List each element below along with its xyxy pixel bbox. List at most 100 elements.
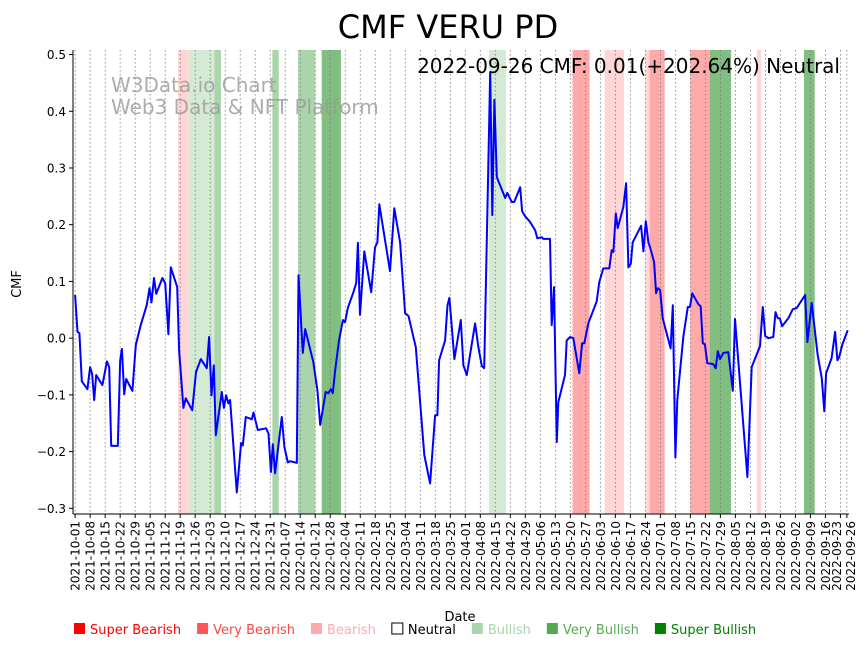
x-tick-label: 2021-11-12: [159, 521, 173, 591]
y-tick-label: 0.1: [47, 275, 66, 289]
x-tick-label: 2022-04-22: [504, 521, 518, 591]
x-tick-label: 2022-04-15: [489, 521, 503, 591]
legend-label: Super Bullish: [671, 623, 756, 638]
legend-item-bullish: Bullish: [471, 623, 531, 638]
legend-label: Very Bearish: [213, 623, 295, 638]
x-tick-label: 2022-06-03: [594, 521, 608, 591]
x-axis-label: Date: [444, 610, 475, 625]
legend-item-very-bullish: Very Bullish: [546, 623, 639, 638]
x-tick-label: 2022-03-25: [444, 521, 458, 591]
legend-item-super-bullish: Super Bullish: [654, 623, 756, 638]
band-bearish: [178, 50, 189, 514]
legend-label: Super Bearish: [90, 623, 181, 638]
x-tick-label: 2022-08-05: [729, 521, 743, 591]
x-tick-label: 2022-01-21: [309, 521, 323, 591]
x-tick-label: 2021-11-19: [174, 521, 188, 591]
x-tick-label: 2021-12-03: [204, 521, 218, 591]
x-tick-label: 2021-10-29: [129, 521, 143, 591]
legend-swatch: [471, 623, 483, 634]
x-tick-label: 2021-12-24: [249, 521, 263, 591]
x-tick-label: 2022-01-14: [294, 521, 308, 591]
x-tick-label: 2022-03-11: [414, 521, 428, 591]
legend-item-very-bearish: Very Bearish: [197, 623, 295, 638]
legend-swatch: [197, 623, 209, 634]
band-bearish: [756, 50, 762, 514]
legend-swatch: [654, 623, 666, 634]
x-tick-label: 2022-08-19: [759, 521, 773, 591]
legend-item-super-bearish: Super Bearish: [74, 623, 181, 638]
legend-swatch: [546, 623, 558, 634]
x-tick-label: 2022-03-18: [429, 521, 443, 591]
legend-item-neutral: Neutral: [391, 622, 456, 638]
x-tick-label: 2021-12-10: [219, 521, 233, 591]
legend-label: Bearish: [327, 623, 376, 638]
x-tick-label: 2022-07-15: [684, 521, 698, 591]
y-tick-label: −0.1: [37, 388, 66, 402]
x-tick-label: 2022-07-08: [669, 521, 683, 591]
x-tick-label: 2022-02-18: [369, 521, 383, 591]
y-axis-ticks: −0.3 −0.2 −0.1 0.0 0.1 0.2 0.3 0.4 0.5: [37, 48, 73, 516]
legend-swatch: [391, 622, 404, 635]
x-tick-label: 2022-09-02: [789, 521, 803, 591]
legend-label: Neutral: [408, 623, 456, 638]
y-tick-label: 0.5: [47, 48, 66, 62]
signal-bands: [178, 50, 815, 514]
band-very-bullish: [272, 50, 279, 514]
band-super-bullish: [803, 50, 815, 514]
y-tick-label: −0.3: [37, 502, 66, 516]
x-tick-label: 2022-09-23: [830, 521, 844, 591]
x-tick-label: 2022-04-08: [474, 521, 488, 591]
y-tick-label: −0.2: [37, 445, 66, 459]
x-tick-label: 2022-05-20: [564, 521, 578, 591]
x-tick-label: 2022-02-11: [354, 521, 368, 591]
band-bearish: [604, 50, 624, 514]
x-tick-label: 2022-02-04: [339, 521, 353, 591]
x-axis-ticks: 2021-10-01 2021-10-08 2021-10-15 2021-10-22…: [69, 514, 858, 591]
watermark-line-2: Web3 Data & NFT Platform: [111, 95, 379, 119]
x-tick-label: 2021-11-26: [189, 521, 203, 591]
x-tick-label: 2022-06-17: [624, 521, 638, 591]
x-tick-label: 2021-12-17: [234, 521, 248, 591]
x-tick-label: 2021-10-08: [84, 521, 98, 591]
x-tick-label: 2022-08-26: [774, 521, 788, 591]
legend-swatch: [310, 623, 322, 634]
band-bullish: [188, 50, 215, 514]
x-tick-label: 2022-03-04: [399, 521, 413, 591]
band-very-bearish: [690, 50, 710, 514]
legend: Super Bearish Very Bearish Bearish Neutral B…: [74, 622, 756, 638]
x-tick-label: 2022-01-07: [279, 521, 293, 591]
legend-label: Very Bullish: [563, 623, 639, 638]
cmf-series-line: [74, 71, 849, 494]
watermark-line-1: W3Data.io Chart: [111, 73, 277, 97]
band-bearish: [645, 50, 650, 514]
legend-swatch: [74, 623, 85, 634]
x-tick-label: 2022-07-01: [654, 521, 668, 591]
x-tick-label: 2022-04-29: [519, 521, 533, 591]
x-tick-label: 2022-09-09: [804, 521, 818, 591]
x-tick-label: 2022-07-22: [699, 521, 713, 591]
x-tick-label: 2022-09-16: [819, 521, 833, 591]
x-tick-label: 2021-11-05: [144, 521, 158, 591]
y-axis-label: CMF: [10, 270, 25, 298]
x-tick-label: 2022-05-13: [549, 521, 563, 591]
chart-title: CMF VERU PD: [338, 8, 558, 46]
band-very-bullish: [298, 50, 316, 514]
band-very-bearish: [649, 50, 665, 514]
y-tick-label: 0.3: [47, 161, 66, 175]
x-tick-label: 2022-02-25: [384, 521, 398, 591]
x-tick-label: 2022-08-12: [744, 521, 758, 591]
latest-value-annotation: 2022-09-26 CMF: 0.01(+202.64%) Neutral: [417, 54, 840, 78]
axes: [72, 50, 849, 515]
band-very-bullish: [214, 50, 221, 514]
y-tick-label: 0.4: [47, 105, 66, 119]
y-tick-label: 0.2: [47, 218, 66, 232]
x-tick-label: 2022-06-24: [639, 521, 653, 591]
legend-item-bearish: Bearish: [310, 623, 376, 638]
x-tick-label: 2022-05-06: [534, 521, 548, 591]
x-tick-label: 2022-04-01: [459, 521, 473, 591]
band-super-bullish: [321, 50, 341, 514]
x-tick-label: 2022-06-10: [609, 521, 623, 591]
x-tick-label: 2022-05-27: [579, 521, 593, 591]
band-very-bearish: [572, 50, 590, 514]
